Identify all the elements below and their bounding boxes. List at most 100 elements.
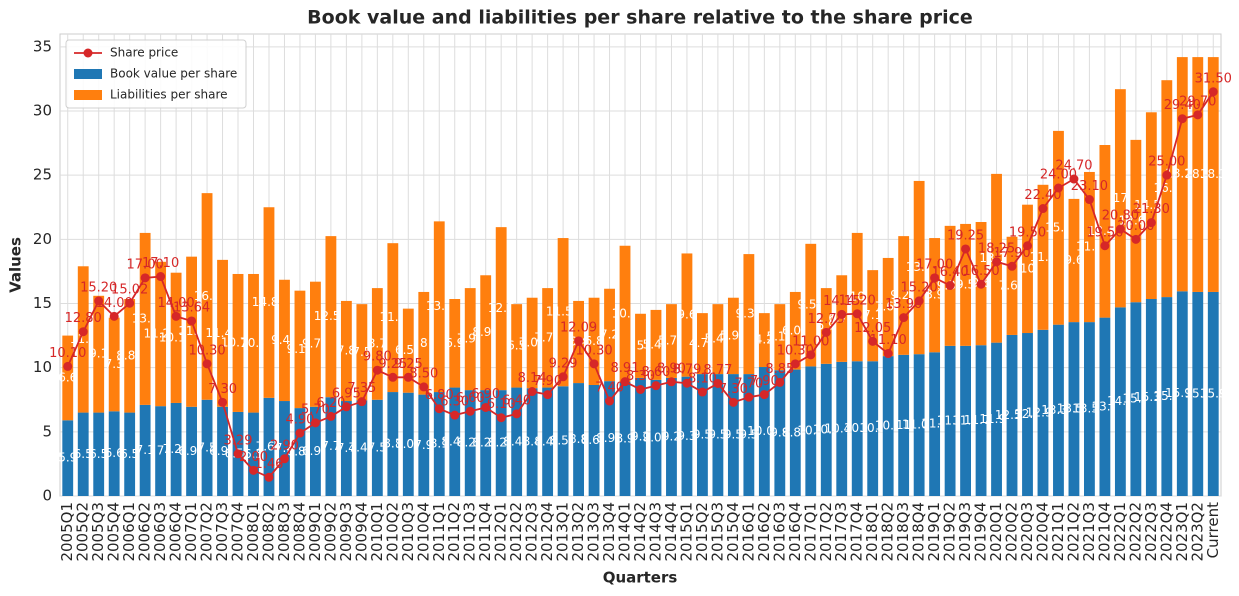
x-tick-label: 2021Q2 (1064, 502, 1082, 562)
price-point (171, 311, 181, 321)
bar (1130, 302, 1142, 496)
bar (186, 406, 197, 496)
price-point (496, 413, 506, 423)
legend-label: Liabilities per share (110, 88, 228, 102)
price-point (388, 372, 398, 382)
bar (542, 288, 554, 388)
bar-value-label: 12.7 (488, 301, 515, 315)
bar-value-label: 6.5 (74, 447, 93, 461)
bar-value-label: 7.7 (321, 439, 340, 453)
bar (248, 273, 259, 413)
y-axis-label: Values (7, 237, 25, 293)
bar (1192, 57, 1204, 292)
legend-label: Book value per share (110, 67, 237, 81)
bar-value-label: 9.6 (677, 308, 696, 322)
bar (743, 254, 755, 375)
bar (1099, 145, 1111, 318)
x-tick-label: 2018Q3 (894, 502, 912, 562)
bar-value-label: 7.95 (457, 332, 484, 346)
bar (139, 232, 151, 405)
price-value-label: 5.70 (301, 402, 330, 417)
bar-value-label: 8.1 (430, 437, 449, 451)
x-tick-label: 2021Q4 (1095, 502, 1113, 562)
bar (433, 392, 445, 496)
price-value-label: 8.10 (688, 372, 717, 387)
x-tick-label: 2020Q3 (1018, 502, 1036, 562)
bar-value-label: 11.7 (952, 413, 979, 427)
bar (758, 367, 770, 496)
bar (464, 390, 476, 496)
price-point (945, 281, 955, 291)
bar (1068, 198, 1080, 323)
bar-value-label: 9.3 (677, 429, 696, 443)
bar-value-label: 8.95 (472, 325, 499, 339)
bar-value-label: 14.85 (252, 295, 286, 309)
bar-value-label: 8.7 (368, 336, 387, 350)
x-tick-label: 2011Q3 (461, 502, 479, 562)
price-value-label: 12.80 (65, 311, 102, 326)
legend-box (65, 39, 247, 109)
bar (1192, 291, 1204, 496)
bar-value-label: 7 (157, 444, 165, 458)
price-point (357, 397, 367, 407)
bar (1053, 130, 1064, 325)
bar-value-label: 13.45 (1088, 224, 1122, 238)
x-tick-label: 2018Q2 (879, 502, 897, 562)
bar-value-label: 9.6 (1064, 253, 1083, 267)
price-point (775, 377, 785, 387)
price-value-label: 7.35 (347, 381, 376, 396)
bar-value-label: 16.9 (1153, 181, 1180, 195)
price-point (1023, 241, 1032, 251)
price-value-label: 8.60 (642, 365, 671, 380)
price-point (790, 359, 800, 369)
x-tick-label: 2019Q2 (941, 502, 959, 562)
bar (1037, 329, 1049, 496)
bar-value-label: 6.6 (58, 370, 77, 384)
price-point (976, 279, 986, 289)
bar-value-label: 7.8 (337, 343, 356, 357)
bar-value-label: 8.25 (488, 436, 515, 450)
bar (697, 313, 708, 375)
bar-value-label: 7.75 (534, 330, 561, 344)
bar (604, 381, 615, 496)
price-value-label: 4.90 (285, 413, 314, 428)
price-value-label: 7.70 (734, 377, 763, 392)
bar (62, 335, 74, 421)
bar (217, 406, 228, 496)
bar (139, 404, 151, 496)
price-value-label: 10.30 (575, 343, 612, 358)
bar (588, 384, 600, 496)
bar-value-label: 7.5 (368, 440, 387, 454)
x-tick-label: 2011Q4 (476, 502, 494, 562)
bar (1176, 57, 1188, 292)
bar (588, 297, 600, 385)
bar (1084, 171, 1095, 323)
bar (960, 345, 971, 496)
price-value-label: 13.64 (173, 300, 210, 315)
price-point (1131, 234, 1141, 244)
x-tick-label: 2007Q4 (229, 502, 247, 562)
bar-value-label: 11.4 (70, 332, 97, 346)
bar (805, 366, 817, 496)
bar-value-label: 7.4 (337, 441, 356, 455)
bar-value-label: 6.95 (209, 444, 236, 458)
x-tick-label: 2008Q1 (244, 502, 262, 562)
bar-value-label: 8.9 (615, 431, 634, 445)
bar-value-label: 7.65 (256, 439, 283, 453)
bar-value-label: 8.45 (441, 434, 468, 448)
bar (511, 387, 523, 496)
bar-value-label: 6.5 (120, 447, 139, 461)
price-point (1162, 170, 1172, 180)
bar-value-label: 10 (1020, 261, 1035, 275)
bar (1207, 57, 1219, 292)
x-tick-label: 2023Q2 (1188, 502, 1206, 562)
bar (867, 270, 879, 362)
bar-value-label: 9.8 (770, 426, 789, 440)
bar-value-label: 12.7 (1014, 407, 1041, 421)
x-tick-label: 2015Q2 (693, 502, 711, 562)
price-point (1177, 114, 1187, 124)
bar-value-label: 8.9 (925, 288, 944, 302)
price-value-label: 9.25 (378, 357, 407, 372)
bar-value-label: 15.9 (1184, 386, 1211, 400)
bar-value-label: 10.9 (875, 419, 902, 433)
